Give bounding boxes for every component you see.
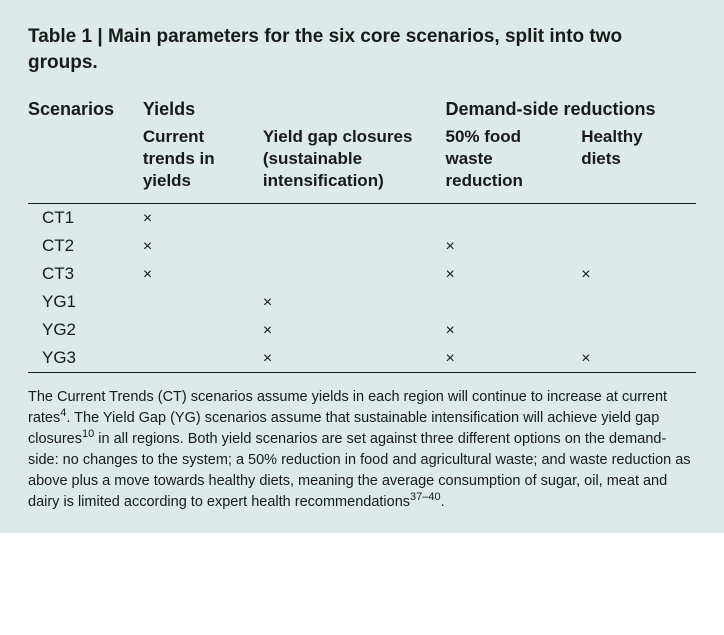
mark-cell (263, 260, 446, 288)
mark-cell: × (263, 288, 446, 316)
header-demand: Demand-side reductions (446, 99, 697, 126)
check-mark-icon: × (263, 350, 272, 367)
mark-cell (263, 203, 446, 232)
mark-cell: × (263, 344, 446, 372)
mark-cell: × (263, 316, 446, 344)
table-body: CT1×CT2××CT3×××YG1×YG2××YG3××× (28, 203, 696, 372)
check-mark-icon: × (263, 322, 272, 339)
subheader-food-waste: 50% food waste reduction (446, 126, 582, 202)
check-mark-icon: × (446, 238, 455, 255)
mark-cell: × (446, 232, 582, 260)
subheader-yield-gap: Yield gap closures (sustainable intensif… (263, 126, 446, 202)
mark-cell: × (446, 344, 582, 372)
group-header-row: Scenarios Yields Demand-side reductions (28, 99, 696, 126)
mark-cell (263, 232, 446, 260)
table-row: CT1× (28, 203, 696, 232)
table-title: Table 1 | Main parameters for the six co… (28, 24, 696, 75)
mark-cell (446, 203, 582, 232)
mark-cell: × (581, 344, 696, 372)
mark-cell (581, 203, 696, 232)
footnote-sup3: 37–40 (410, 491, 441, 503)
mark-cell: × (143, 203, 263, 232)
scenario-cell: CT2 (28, 232, 143, 260)
table-footnote: The Current Trends (CT) scenarios assume… (28, 387, 696, 513)
check-mark-icon: × (581, 350, 590, 367)
mark-cell (143, 288, 263, 316)
scenario-cell: YG1 (28, 288, 143, 316)
header-yields: Yields (143, 99, 446, 126)
check-mark-icon: × (143, 266, 152, 283)
scenario-table: Scenarios Yields Demand-side reductions … (28, 99, 696, 372)
mark-cell: × (143, 260, 263, 288)
mark-cell (581, 316, 696, 344)
mark-cell (581, 232, 696, 260)
table-row: YG3 × × × (28, 344, 696, 372)
mark-cell: × (446, 260, 582, 288)
mark-cell (143, 316, 263, 344)
check-mark-icon: × (581, 266, 590, 283)
title-prefix: Table 1 | (28, 26, 108, 47)
subheader-healthy-diets: Healthy diets (581, 126, 696, 202)
footnote-sup2: 10 (82, 428, 94, 440)
mark-cell (446, 288, 582, 316)
scenario-cell: YG3 (28, 344, 143, 372)
check-mark-icon: × (446, 266, 455, 283)
title-text: Main parameters for the six core scenari… (28, 26, 622, 73)
table-row: CT2×× (28, 232, 696, 260)
sub-header-row: Current trends in yields Yield gap closu… (28, 126, 696, 202)
subheader-empty (28, 126, 143, 202)
table-1-container: Table 1 | Main parameters for the six co… (0, 0, 724, 533)
check-mark-icon: × (143, 210, 152, 227)
mark-cell (581, 288, 696, 316)
footnote-p4: . (441, 494, 445, 510)
header-scenarios: Scenarios (28, 99, 143, 126)
table-row: YG1 × (28, 288, 696, 316)
check-mark-icon: × (446, 322, 455, 339)
scenario-cell: CT1 (28, 203, 143, 232)
mark-cell: × (446, 316, 582, 344)
scenario-cell: CT3 (28, 260, 143, 288)
table-row: CT3××× (28, 260, 696, 288)
footnote-p3: in all regions. Both yield scenarios are… (28, 431, 691, 510)
body-rule (28, 372, 696, 373)
subheader-current-trends: Current trends in yields (143, 126, 263, 202)
check-mark-icon: × (263, 294, 272, 311)
mark-cell: × (143, 232, 263, 260)
mark-cell: × (581, 260, 696, 288)
table-row: YG2 × × (28, 316, 696, 344)
check-mark-icon: × (446, 350, 455, 367)
check-mark-icon: × (143, 238, 152, 255)
scenario-cell: YG2 (28, 316, 143, 344)
mark-cell (143, 344, 263, 372)
